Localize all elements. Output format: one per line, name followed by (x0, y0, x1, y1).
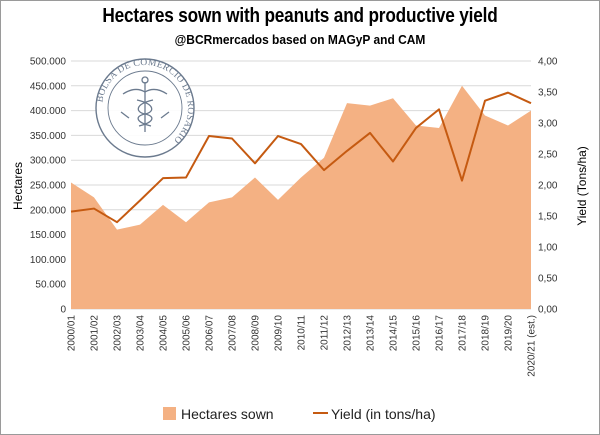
legend-label-yield: Yield (in tons/ha) (331, 406, 436, 422)
left-tick-label: 150.000 (30, 230, 67, 241)
area-series-layer (71, 85, 531, 309)
left-tick-label: 300.000 (30, 156, 67, 167)
legend: Hectares sown Yield (in tons/ha) (163, 406, 436, 422)
right-tick-label: 0,00 (538, 305, 558, 316)
right-axis-title: Yield (Tons/ha) (575, 146, 589, 226)
right-tick-label: 4,00 (538, 57, 558, 68)
left-axis-title: Hectares (11, 162, 25, 210)
x-tick-label: 2016/17 (435, 315, 446, 352)
left-tick-label: 50.000 (35, 280, 66, 291)
left-tick-label: 450.000 (30, 81, 67, 92)
x-axis-ticks: 2000/01 2001/02 2002/03 2003/04 2004/05 2005/… (67, 315, 538, 377)
x-tick-label: 2007/08 (228, 315, 239, 352)
x-tick-label: 2010/11 (297, 315, 308, 351)
left-tick-label: 350.000 (30, 131, 67, 142)
x-tick-label: 2008/09 (251, 315, 262, 352)
right-tick-label: 1,00 (538, 243, 558, 254)
caduceus-icon (120, 76, 170, 132)
x-tick-label: 2018/19 (481, 315, 492, 352)
left-tick-label: 250.000 (30, 181, 67, 192)
right-axis-ticks: 0,00 0,50 1,00 1,50 2,00 2,50 3,00 3,50 4,00 (538, 57, 558, 316)
x-tick-label: 2005/06 (182, 315, 193, 352)
x-tick-label: 2013/14 (366, 315, 377, 352)
area-hectares-sown (71, 85, 531, 309)
legend-swatch-hectares (163, 407, 176, 420)
right-tick-label: 0,50 (538, 274, 558, 285)
right-tick-label: 2,50 (538, 150, 558, 161)
x-tick-label: 2015/16 (412, 315, 423, 352)
x-tick-label: 2004/05 (159, 315, 170, 352)
left-axis-ticks: 0 50.000 100.000 150.000 200.000 250.000 300.0… (30, 57, 67, 316)
x-tick-label: 2017/18 (458, 315, 469, 352)
x-tick-label: 2003/04 (136, 315, 147, 352)
x-tick-label: 2000/01 (67, 315, 78, 352)
bcr-seal-watermark: BOLSA DE COMERCIO DE ROSARIO (95, 58, 195, 158)
x-tick-label: 2019/20 (504, 315, 515, 352)
x-tick-label: 2011/12 (320, 315, 331, 351)
seal-inner-ring (107, 70, 183, 146)
x-tick-label: 2009/10 (274, 315, 285, 352)
chart-title: Hectares sown with peanuts and productiv… (102, 5, 498, 27)
x-tick-label: 2006/07 (205, 315, 216, 352)
right-tick-label: 3,00 (538, 119, 558, 130)
right-tick-label: 1,50 (538, 212, 558, 223)
left-tick-label: 100.000 (30, 255, 67, 266)
left-tick-label: 0 (60, 305, 66, 316)
x-tick-label: 2002/03 (113, 315, 124, 352)
left-tick-label: 500.000 (30, 57, 67, 68)
line-series-layer (70, 91, 532, 224)
x-tick-label: 2014/15 (389, 315, 400, 352)
legend-label-hectares: Hectares sown (181, 406, 274, 422)
right-tick-label: 2,00 (538, 181, 558, 192)
x-tick-label: 2012/13 (343, 315, 354, 352)
x-tick-label: 2001/02 (90, 315, 101, 352)
right-tick-label: 3,50 (538, 88, 558, 99)
x-tick-label: 2020/21 (est.) (527, 315, 538, 377)
line-yield (70, 91, 532, 224)
left-tick-label: 200.000 (30, 205, 67, 216)
left-tick-label: 400.000 (30, 106, 67, 117)
chart-subtitle: @BCRmercados based on MAGyP and CAM (174, 32, 426, 47)
